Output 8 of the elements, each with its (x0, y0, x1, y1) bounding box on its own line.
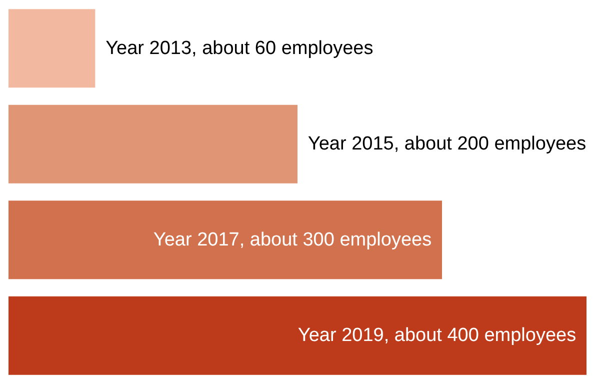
data-label: Year 2015, about 200 employees (308, 134, 586, 155)
data-label: Year 2017, about 300 employees (153, 229, 432, 250)
bar (8, 9, 96, 88)
bar (8, 296, 586, 375)
data-label: Year 2013, about 60 employees (106, 38, 374, 59)
data-label: Year 2019, about 400 employees (298, 325, 576, 346)
bar (8, 104, 298, 184)
bar (8, 200, 442, 280)
